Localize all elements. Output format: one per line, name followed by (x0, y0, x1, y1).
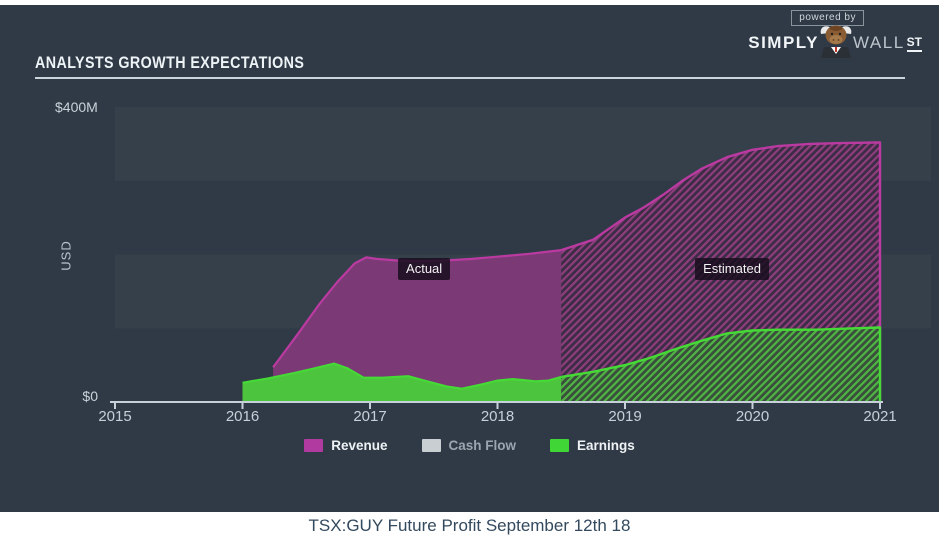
legend-item-revenue: Revenue (304, 438, 388, 453)
estimated-label-chip: Estimated (695, 257, 769, 280)
chart-title: ANALYSTS GROWTH EXPECTATIONS (35, 53, 305, 72)
actual-label-chip: Actual (398, 258, 451, 281)
legend-swatch-earnings (550, 439, 570, 452)
y-axis-title: USD (58, 240, 74, 271)
caption-bar: TSX:GUY Future Profit September 12th 18 (0, 512, 939, 539)
title-underline (35, 77, 905, 79)
brand-simply-text: SIMPLY (748, 33, 819, 52)
chart-panel (0, 5, 939, 512)
brand-wall-text: WALL (852, 33, 905, 52)
simplywallst-logo: powered by SIMPLY WALL ST (748, 10, 922, 58)
powered-by-badge: powered by (791, 10, 864, 26)
y-axis-zero-label: $0 (82, 388, 98, 404)
chart-legend: Revenue Cash Flow Earnings (0, 438, 939, 453)
brand-st-text: ST (906, 35, 922, 52)
legend-swatch-cash-flow (421, 439, 441, 452)
legend-label: Revenue (331, 438, 388, 453)
legend-swatch-revenue (304, 439, 324, 452)
legend-label: Cash Flow (448, 438, 517, 453)
legend-label: Earnings (577, 438, 635, 453)
y-axis-max-label: $400M (55, 99, 98, 115)
brand-row: SIMPLY WALL ST (748, 25, 922, 58)
legend-item-cash-flow: Cash Flow (421, 438, 517, 453)
caption-text: TSX:GUY Future Profit September 12th 18 (308, 515, 631, 535)
bull-mascot-icon (820, 25, 852, 58)
legend-item-earnings: Earnings (550, 438, 635, 453)
